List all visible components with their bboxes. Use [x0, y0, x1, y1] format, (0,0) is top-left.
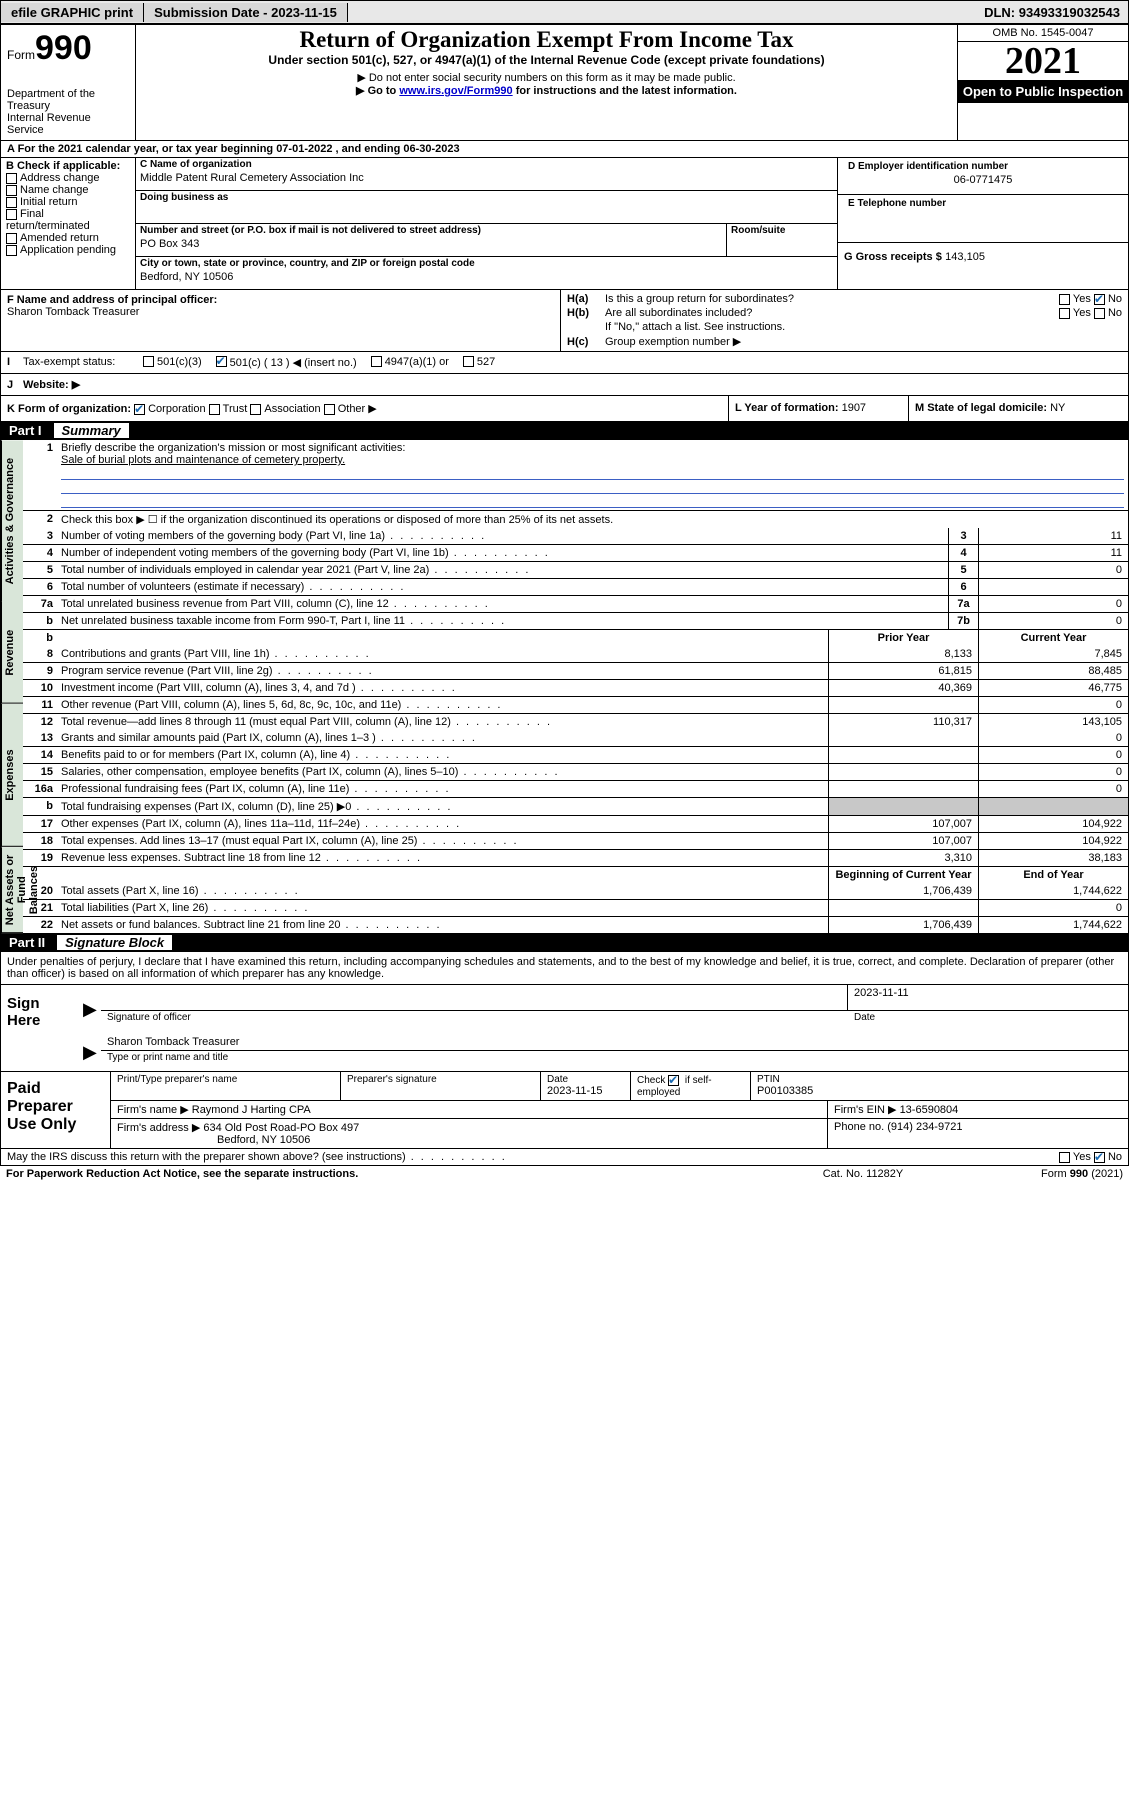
row-j-website: JWebsite: ▶ [1, 373, 1128, 395]
chk-trust[interactable] [209, 404, 220, 415]
form-title-block: Return of Organization Exempt From Incom… [136, 25, 958, 140]
chk-name-change[interactable] [6, 185, 17, 196]
section-f-officer: F Name and address of principal officer:… [1, 290, 561, 351]
summary-row: 6Total number of volunteers (estimate if… [23, 578, 1128, 595]
discuss-with-preparer: May the IRS discuss this return with the… [1, 1148, 1128, 1165]
summary-row: 16aProfessional fundraising fees (Part I… [23, 780, 1128, 797]
section-c-org-info: C Name of organization Middle Patent Rur… [136, 158, 838, 289]
summary-row: 7aTotal unrelated business revenue from … [23, 595, 1128, 612]
year-block: OMB No. 1545-0047 2021 Open to Public In… [958, 25, 1128, 140]
chk-4947[interactable] [371, 356, 382, 367]
chk-527[interactable] [463, 356, 474, 367]
chk-other[interactable] [324, 404, 335, 415]
row-i-tax-exempt: I Tax-exempt status: 501(c)(3) 501(c) ( … [1, 351, 1128, 373]
summary-row: bTotal fundraising expenses (Part IX, co… [23, 797, 1128, 815]
summary-row: 12Total revenue—add lines 8 through 11 (… [23, 713, 1128, 730]
form-990: Form990 Department of the Treasury Inter… [0, 24, 1129, 1166]
summary-row: 3Number of voting members of the governi… [23, 528, 1128, 544]
section-b-checkboxes: B Check if applicable: Address change Na… [1, 158, 136, 289]
summary-row: 15Salaries, other compensation, employee… [23, 763, 1128, 780]
section-d-e-g: D Employer identification number 06-0771… [838, 158, 1128, 289]
summary-row: 9Program service revenue (Part VIII, lin… [23, 662, 1128, 679]
page-footer: For Paperwork Reduction Act Notice, see … [0, 1166, 1129, 1182]
efile-print-button[interactable]: efile GRAPHIC print [1, 3, 144, 22]
summary-row: 17Other expenses (Part IX, column (A), l… [23, 815, 1128, 832]
summary-row: 18Total expenses. Add lines 13–17 (must … [23, 832, 1128, 849]
chk-amended[interactable] [6, 233, 17, 244]
part-ii-header: Part II Signature Block [1, 933, 1128, 952]
part-i-summary: Activities & Governance Revenue Expenses… [1, 440, 1128, 933]
row-k-l-m: K Form of organization: Corporation Trus… [1, 395, 1128, 421]
discuss-no[interactable] [1094, 1152, 1105, 1163]
summary-row: 19Revenue less expenses. Subtract line 1… [23, 849, 1128, 866]
dln: DLN: 93493319032543 [976, 3, 1128, 22]
form-id-block: Form990 Department of the Treasury Inter… [1, 25, 136, 140]
summary-row: 22Net assets or fund balances. Subtract … [23, 916, 1128, 933]
chk-final-return[interactable] [6, 209, 17, 220]
summary-row: 10Investment income (Part VIII, column (… [23, 679, 1128, 696]
part-i-header: Part I Summary [1, 421, 1128, 440]
summary-row: bNet unrelated business taxable income f… [23, 612, 1128, 629]
submission-date: Submission Date - 2023-11-15 [144, 3, 348, 22]
summary-row: 20Total assets (Part X, line 16) 1,706,4… [23, 883, 1128, 899]
ha-yes[interactable] [1059, 294, 1070, 305]
ha-no[interactable] [1094, 294, 1105, 305]
summary-row: 21Total liabilities (Part X, line 26) 0 [23, 899, 1128, 916]
summary-row: 5Total number of individuals employed in… [23, 561, 1128, 578]
summary-row: 14Benefits paid to or for members (Part … [23, 746, 1128, 763]
chk-corp[interactable] [134, 404, 145, 415]
row-a-tax-year: A For the 2021 calendar year, or tax yea… [1, 140, 1128, 157]
summary-row: 13Grants and similar amounts paid (Part … [23, 730, 1128, 746]
chk-application-pending[interactable] [6, 245, 17, 256]
paid-preparer-block: Paid Preparer Use Only Print/Type prepar… [1, 1071, 1128, 1148]
chk-address-change[interactable] [6, 173, 17, 184]
top-toolbar: efile GRAPHIC print Submission Date - 20… [0, 0, 1129, 24]
signature-declaration: Under penalties of perjury, I declare th… [1, 952, 1128, 984]
hb-no[interactable] [1094, 308, 1105, 319]
chk-501c3[interactable] [143, 356, 154, 367]
irs-link[interactable]: www.irs.gov/Form990 [399, 85, 512, 97]
chk-501c[interactable] [216, 356, 227, 367]
chk-self-employed[interactable] [668, 1075, 679, 1086]
summary-row: 4Number of independent voting members of… [23, 544, 1128, 561]
chk-assoc[interactable] [250, 404, 261, 415]
hb-yes[interactable] [1059, 308, 1070, 319]
summary-row: 11Other revenue (Part VIII, column (A), … [23, 696, 1128, 713]
discuss-yes[interactable] [1059, 1152, 1070, 1163]
sign-here-block: Sign Here ▶ 2023-11-11 Signature of offi… [1, 984, 1128, 1071]
section-h: H(a) Is this a group return for subordin… [561, 290, 1128, 351]
chk-initial-return[interactable] [6, 197, 17, 208]
summary-row: 8Contributions and grants (Part VIII, li… [23, 646, 1128, 662]
